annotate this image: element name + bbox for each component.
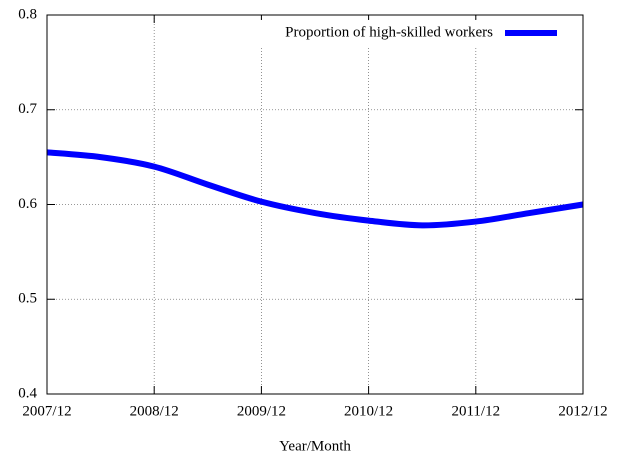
y-tick-label: 0.4 — [18, 385, 37, 401]
plot-border — [46, 14, 584, 395]
x-tick-label: 2010/12 — [344, 403, 393, 419]
x-tick-label: 2011/12 — [451, 403, 500, 419]
x-tick-label: 2007/12 — [22, 403, 71, 419]
series-line — [46, 149, 584, 229]
y-tick-label: 0.6 — [18, 196, 37, 212]
y-tick-label: 0.8 — [18, 6, 37, 22]
y-tick-label: 0.7 — [18, 101, 37, 117]
y-tick-label: 0.5 — [18, 291, 37, 307]
x-tick-label: 2008/12 — [130, 403, 179, 419]
x-axis-label: Year/Month — [279, 438, 351, 454]
legend-label: Proportion of high-skilled workers — [285, 24, 493, 40]
x-tick-label: 2009/12 — [237, 403, 286, 419]
x-tick-label: 2012/12 — [558, 403, 607, 419]
